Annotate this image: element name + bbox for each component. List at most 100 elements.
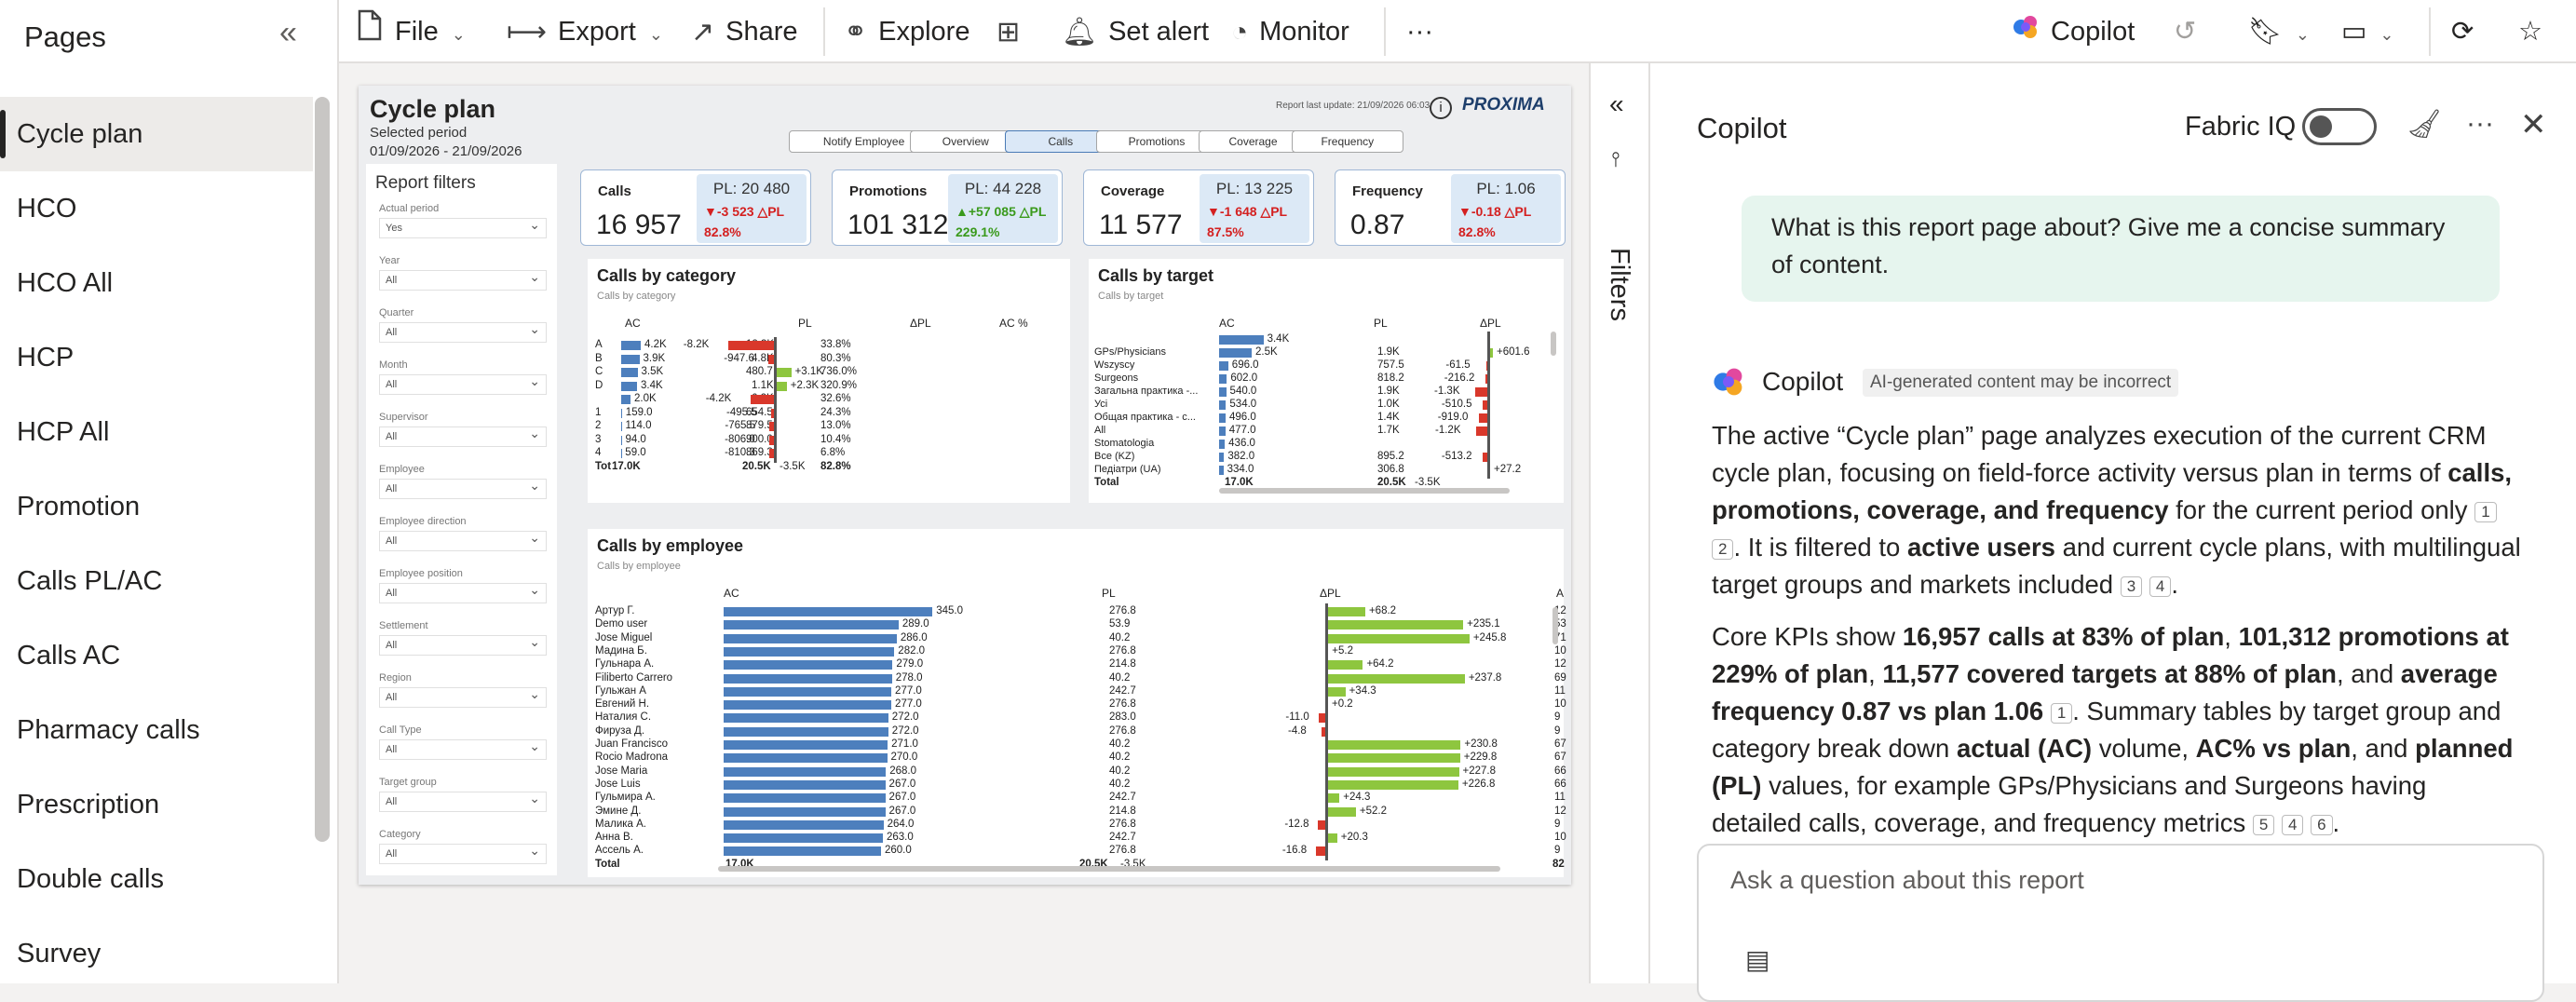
filters-pane[interactable]: « ⫯ Filters	[1589, 63, 1650, 983]
row-label: B	[595, 353, 603, 364]
gauge-icon: ◔	[1231, 1, 1248, 64]
page-item-pharmacy-calls[interactable]: Pharmacy calls	[0, 693, 313, 767]
page-item-cycle-plan[interactable]: Cycle plan	[0, 97, 313, 171]
reset-icon[interactable]: ↺	[2174, 0, 2196, 63]
pages-scrollbar[interactable]	[315, 97, 330, 842]
filter-dropdown-month[interactable]: All	[379, 374, 547, 395]
info-icon[interactable]: i	[1430, 97, 1452, 119]
collapse-pages-icon[interactable]: «	[279, 15, 297, 51]
page-item-survey[interactable]: Survey	[0, 916, 313, 991]
row-label: Все (KZ)	[1094, 451, 1134, 462]
filter-dropdown-region[interactable]: All	[379, 687, 547, 708]
ac-percent-cut: 11	[1554, 685, 1566, 697]
ac-bar	[724, 674, 892, 684]
monitor-label: Monitor	[1259, 17, 1349, 47]
page-item-hco-all[interactable]: HCO All	[0, 246, 313, 320]
citation-badge[interactable]: 4	[2149, 576, 2171, 597]
filter-label-category: Category	[379, 829, 421, 840]
last-update-text: Report last update: 21/09/2026 06:03	[1276, 101, 1430, 111]
refresh-icon[interactable]: ⟳	[2451, 0, 2474, 63]
set-alert-button[interactable]: 🔔︎Set alert	[1062, 0, 1209, 63]
scrollbar-vertical[interactable]	[1552, 607, 1558, 644]
share-button[interactable]: ↗Share	[691, 0, 798, 63]
page-item-hcp-all[interactable]: HCP All	[0, 395, 313, 469]
ac-bar	[724, 780, 886, 790]
page-item-hco[interactable]: HCO	[0, 171, 313, 246]
filter-dropdown-employee-direction[interactable]: All	[379, 531, 547, 551]
pl-value: 242.7	[1109, 792, 1136, 803]
filter-dropdown-employee[interactable]: All	[379, 479, 547, 499]
toolbar-divider	[1384, 7, 1386, 56]
ac-bar	[724, 833, 883, 843]
filter-dropdown-category[interactable]: All	[379, 844, 547, 864]
scrollbar-horizontal[interactable]	[1219, 488, 1510, 494]
citation-badge[interactable]: 1	[2051, 703, 2072, 724]
citation-badge[interactable]: 6	[2311, 815, 2332, 835]
filter-dropdown-actual-period[interactable]: Yes	[379, 218, 547, 238]
close-icon[interactable]: ✕	[2520, 106, 2547, 143]
filter-dropdown-settlement[interactable]: All	[379, 635, 547, 656]
citation-badge[interactable]: 5	[2253, 815, 2274, 835]
visual-subtitle: Calls by target	[1098, 291, 1163, 302]
filter-dropdown-supervisor[interactable]: All	[379, 427, 547, 447]
page-item-promotion[interactable]: Promotion	[0, 469, 313, 544]
bold-text: 11,577 covered targets at 88% of plan	[1882, 659, 2337, 688]
filter-dropdown-employee-position[interactable]: All	[379, 583, 547, 603]
total-ac: 17.0K	[1225, 477, 1254, 488]
favorite-star-icon[interactable]: ☆	[2518, 0, 2542, 63]
bookmark-icon[interactable]: 🔖︎⌄	[2248, 0, 2310, 63]
report-filters-title: Report filters	[375, 173, 476, 194]
file-menu-button[interactable]: File⌄	[356, 0, 466, 63]
filter-dropdown-year[interactable]: All	[379, 270, 547, 291]
page-item-double-calls[interactable]: Double calls	[0, 842, 313, 916]
view-icon[interactable]: ▭⌄	[2341, 0, 2394, 63]
expand-filters-icon[interactable]: «	[1609, 89, 1624, 119]
add-to-report-button[interactable]: ⊞	[997, 0, 1031, 63]
page-item-calls-ac[interactable]: Calls AC	[0, 618, 313, 693]
citation-badge[interactable]: 3	[2121, 576, 2142, 597]
filter-dropdown-call-type[interactable]: All	[379, 739, 547, 760]
ac-value: 267.0	[889, 806, 916, 817]
nav-button-frequency[interactable]: Frequency	[1292, 130, 1403, 153]
chevron-down-icon: ⌄	[452, 25, 466, 44]
more-options-icon[interactable]: ···	[2466, 108, 2494, 140]
pl-value: 276.8	[1109, 845, 1136, 856]
citation-badge[interactable]: 1	[2474, 502, 2496, 522]
pl-value: 40.2	[1109, 738, 1130, 750]
filter-dropdown-quarter[interactable]: All	[379, 322, 547, 343]
delta-value: +0.2	[1332, 698, 1353, 710]
ac-value: 534.0	[1229, 399, 1256, 410]
ac-bar	[724, 793, 886, 803]
filter-dropdown-target-group[interactable]: All	[379, 792, 547, 812]
prompt-guide-icon[interactable]: ▤	[1745, 944, 1769, 975]
page-item-hcp[interactable]: HCP	[0, 320, 313, 395]
delta-bar	[1475, 387, 1487, 397]
delta-value: -919.0	[1438, 412, 1469, 423]
row-label: Ассель А.	[595, 845, 644, 856]
explore-button[interactable]: ⚭Explore	[844, 0, 969, 63]
citation-badge[interactable]: 2	[1712, 539, 1733, 560]
more-options-button[interactable]: ···	[1406, 0, 1433, 63]
fabric-iq-toggle[interactable]	[2302, 108, 2377, 145]
copilot-button[interactable]: Copilot	[2012, 0, 2135, 63]
citation-badge[interactable]: 4	[2282, 815, 2303, 835]
scrollbar-horizontal[interactable]	[718, 866, 1500, 872]
scrollbar-vertical[interactable]	[1551, 332, 1556, 356]
page-item-prescription[interactable]: Prescription	[0, 767, 313, 842]
pl-value: 242.7	[1109, 832, 1136, 843]
ac-bar	[621, 422, 622, 431]
kpi-percent: 229.1%	[956, 224, 999, 239]
page-item-calls-pl-ac[interactable]: Calls PL/AC	[0, 544, 313, 618]
ask-question-box[interactable]: Ask a question about this report ▤	[1697, 844, 2544, 1002]
monitor-button[interactable]: ◔ Monitor	[1231, 0, 1349, 63]
clear-chat-broom-icon[interactable]: 🧹︎	[2407, 108, 2442, 141]
ask-question-input[interactable]: Ask a question about this report	[1730, 866, 2084, 895]
export-menu-button[interactable]: ⟼Export⌄	[507, 0, 663, 63]
